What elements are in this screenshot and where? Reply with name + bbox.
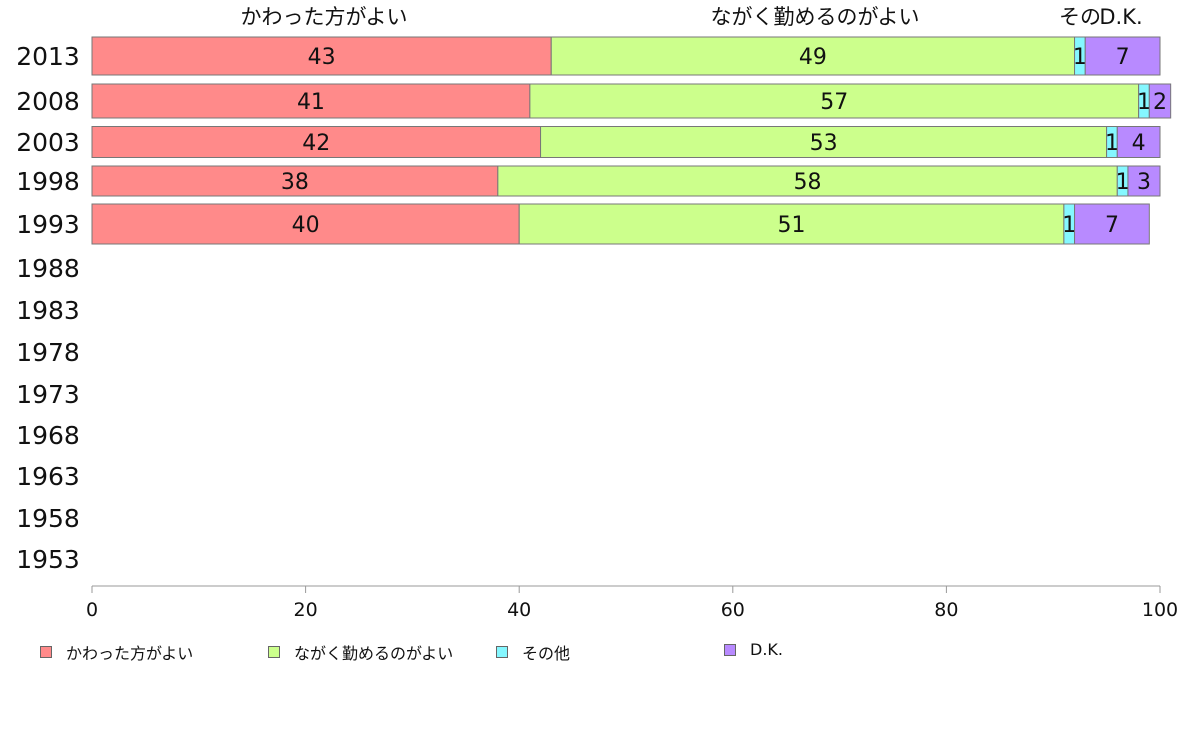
year-label: 1998 <box>16 167 80 196</box>
bar-segment <box>91 203 520 245</box>
year-label: 2003 <box>16 128 80 157</box>
x-tick-label: 40 <box>507 599 531 621</box>
data-label: 38 <box>281 170 309 195</box>
data-label: 58 <box>794 170 822 195</box>
data-label: 1 <box>1073 45 1087 70</box>
bar-segment <box>1074 203 1150 245</box>
data-label: 49 <box>799 45 827 70</box>
data-label: 1 <box>1105 131 1119 156</box>
data-label: 57 <box>820 90 848 115</box>
bar-segment <box>91 36 552 76</box>
data-label: 2 <box>1153 90 1167 115</box>
x-tick-label: 20 <box>294 599 318 621</box>
legend-item-dk: D.K. <box>724 640 783 659</box>
bars: 43 49 1 741 57 1 242 53 1 438 58 1 340 51 1 7 <box>91 36 1172 245</box>
data-label: 3 <box>1137 170 1151 195</box>
bar-segment <box>540 126 1108 158</box>
legend-swatch <box>496 646 508 658</box>
year-label: 1953 <box>16 545 80 574</box>
year-label: 1973 <box>16 380 80 409</box>
legend-swatch <box>268 646 280 658</box>
top-label: ながく勤めるのがよい <box>711 5 920 29</box>
data-label: 1 <box>1116 170 1130 195</box>
bar-segment <box>1116 126 1161 158</box>
bar-segment <box>1084 36 1161 76</box>
data-label: 1 <box>1062 213 1076 238</box>
top-label: D.K. <box>1099 5 1142 29</box>
legend-label: ながく勤めるのがよい <box>294 644 454 663</box>
data-label: 1 <box>1137 90 1151 115</box>
legend-label: D.K. <box>750 640 783 659</box>
bar-segment <box>529 83 1140 119</box>
top-label: その <box>1059 5 1101 29</box>
legend-swatch <box>40 646 52 658</box>
x-tick-label: 100 <box>1142 599 1178 621</box>
data-label: 7 <box>1105 213 1119 238</box>
x-axis: 0 20 40 60 80 100 <box>86 585 1178 621</box>
year-labels: 2013 2008 2003 1998 1993 1988 1983 1978 1973 1968… <box>16 42 80 574</box>
data-label: 53 <box>810 131 838 156</box>
legend-item-sonota: その他 <box>496 640 570 664</box>
year-label: 1963 <box>16 462 80 491</box>
data-label: 7 <box>1116 45 1130 70</box>
data-label: 4 <box>1132 131 1146 156</box>
year-label: 1993 <box>16 210 80 239</box>
x-tick-label: 80 <box>934 599 958 621</box>
top-labels: かわった方がよい ながく勤めるのがよい そのD.K. <box>241 5 1143 29</box>
data-label: 41 <box>297 90 325 115</box>
legend: かわった方がよい ながく勤めるのがよい その他 D.K. <box>0 640 1188 664</box>
bar-segment <box>1148 83 1172 119</box>
bar-segment <box>91 165 499 197</box>
data-label: 42 <box>302 131 330 156</box>
year-label: 1988 <box>16 254 80 283</box>
bar-segment <box>1127 165 1161 197</box>
legend-item-nagaku: ながく勤めるのがよい <box>268 640 453 664</box>
bar-segment <box>91 83 531 119</box>
top-label: かわった方がよい <box>241 5 408 29</box>
bar-segment <box>518 203 1065 245</box>
data-label: 40 <box>292 213 320 238</box>
bar-segment <box>497 165 1118 197</box>
year-label: 1983 <box>16 296 80 325</box>
legend-label: かわった方がよい <box>66 644 194 663</box>
x-tick-label: 0 <box>86 599 98 621</box>
year-label: 1958 <box>16 504 80 533</box>
legend-swatch <box>724 643 736 656</box>
year-label: 2008 <box>16 87 80 116</box>
year-label: 2013 <box>16 42 80 71</box>
legend-item-kawatta: かわった方がよい <box>40 640 193 664</box>
bar-segment <box>550 36 1076 76</box>
data-label: 43 <box>308 45 336 70</box>
legend-label: その他 <box>522 644 571 663</box>
x-tick-label: 60 <box>721 599 745 621</box>
year-label: 1968 <box>16 421 80 450</box>
data-label: 51 <box>778 213 806 238</box>
year-label: 1978 <box>16 338 80 367</box>
